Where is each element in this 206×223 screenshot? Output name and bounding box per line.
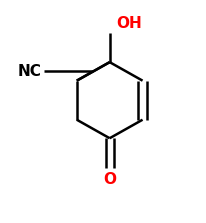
Text: NC: NC <box>18 64 42 79</box>
Text: O: O <box>103 172 116 187</box>
Text: OH: OH <box>115 16 141 31</box>
